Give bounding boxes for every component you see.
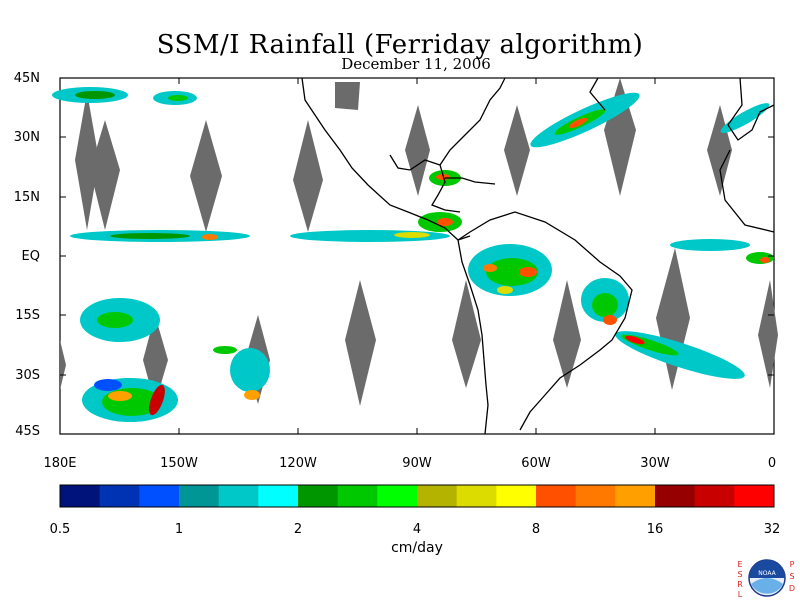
colorbar-swatch: [179, 485, 220, 507]
lon-label-60w: 60W: [521, 456, 551, 471]
lat-label-30s: 30S: [15, 368, 40, 383]
lat-label-45n: 45N: [13, 71, 40, 86]
colorbar-swatch: [377, 485, 418, 507]
colorbar-swatch: [575, 485, 616, 507]
colorbar-swatch: [536, 485, 577, 507]
colorbar-label-4: 4: [412, 522, 422, 537]
colorbar-label-16: 16: [646, 522, 664, 537]
map-date: December 11, 2006: [341, 55, 491, 73]
colorbar-swatch: [218, 485, 259, 507]
colorbar-swatch: [615, 485, 656, 507]
logo-letter-p: P: [789, 560, 795, 569]
coastlines: [301, 77, 775, 435]
rain-areas: [52, 87, 774, 422]
lon-label-0: 0: [767, 456, 777, 471]
colorbar-frame: [59, 484, 775, 508]
lon-label-180e: 180E: [43, 456, 77, 471]
noaa-logo: E S R L NOAA P S D: [736, 558, 798, 599]
logo-letter-s2: S: [789, 572, 795, 581]
logo-letter-r: R: [737, 580, 743, 589]
colorbar-swatch: [417, 485, 458, 507]
colorbar-swatch: [694, 485, 735, 507]
lat-label-45s: 45S: [15, 424, 40, 439]
colorbar-label-1: 1: [174, 522, 184, 537]
colorbar-label-32: 32: [763, 522, 781, 537]
logo-letter-l: L: [737, 590, 743, 599]
noaa-seal-icon: NOAA: [748, 559, 786, 597]
colorbar-swatch: [258, 485, 299, 507]
colorbar-swatch: [60, 485, 101, 507]
logo-letter-s: S: [737, 570, 743, 579]
colorbar-swatch: [298, 485, 339, 507]
colorbar-swatch: [139, 485, 180, 507]
lat-ticks: [60, 77, 774, 435]
colorbar-swatch: [456, 485, 497, 507]
colorbar-swatch: [99, 485, 140, 507]
svg-text:NOAA: NOAA: [758, 570, 776, 577]
colorbar-swatch: [496, 485, 537, 507]
colorbar-swatch: [734, 485, 775, 507]
colorbar-swatch: [337, 485, 378, 507]
lon-ticks: [59, 78, 775, 434]
lon-label-90w: 90W: [402, 456, 432, 471]
lon-label-120w: 120W: [279, 456, 317, 471]
colorbar-label-2: 2: [293, 522, 303, 537]
lon-label-150w: 150W: [160, 456, 198, 471]
logo-letter-d: D: [788, 584, 796, 593]
map-title: SSM/I Rainfall (Ferriday algorithm): [156, 30, 644, 60]
colorbar-label-0-5: 0.5: [49, 522, 71, 537]
logo-letter-e: E: [737, 560, 743, 569]
colorbar-label-8: 8: [531, 522, 541, 537]
swath-gaps: [60, 78, 778, 406]
lat-label-eq: EQ: [21, 249, 40, 264]
colorbar-swatch: [655, 485, 696, 507]
lat-label-15s: 15S: [15, 308, 40, 323]
colorbar: [59, 484, 775, 508]
lon-label-30w: 30W: [640, 456, 670, 471]
lat-label-15n: 15N: [13, 190, 40, 205]
colorbar-units: cm/day: [391, 540, 443, 556]
lat-label-30n: 30N: [13, 130, 40, 145]
